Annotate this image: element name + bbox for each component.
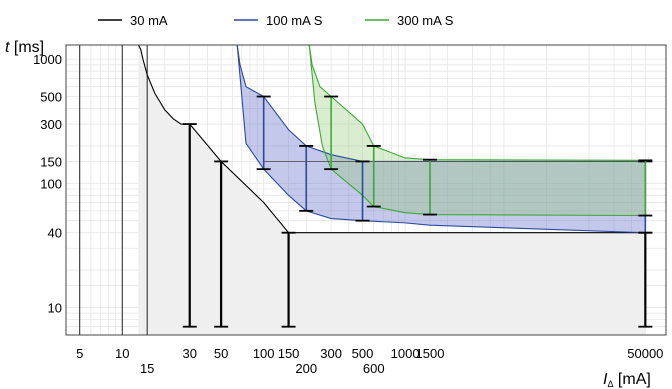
y-axis-unit: [ms] <box>9 39 44 56</box>
y-tick-labels: 1000 500 300 150 100 40 10 <box>33 52 62 315</box>
x-tick-label: 50 <box>214 346 228 361</box>
curve-300ma-s-upper <box>308 44 646 161</box>
fill-300ma-s <box>309 45 646 216</box>
y-tick-label: 40 <box>48 226 62 241</box>
legend-label-2: 100 mA S <box>266 13 323 28</box>
y-tick-label: 10 <box>48 300 62 315</box>
error-bars <box>182 95 653 328</box>
x-tick-label: 1500 <box>416 346 445 361</box>
x-tick-label: 500 <box>352 346 374 361</box>
x-tick-label: 10 <box>115 346 129 361</box>
x-tick-label: 200 <box>295 361 317 376</box>
fill-100ma-s <box>237 45 646 233</box>
legend: 30 mA 100 mA S 300 mA S <box>98 13 454 28</box>
fill-30ma <box>138 45 646 335</box>
x-axis-var: I <box>603 371 608 388</box>
x-tick-label: 50000 <box>627 346 663 361</box>
legend-label-3: 300 mA S <box>397 13 454 28</box>
x-axis-unit: [mA] <box>613 371 650 388</box>
plot-frame <box>65 44 667 336</box>
y-tick-label: 1000 <box>33 52 62 67</box>
y-tick-label: 500 <box>40 90 62 105</box>
legend-label-1: 30 mA <box>130 13 168 28</box>
y-axis-label: t [ms] <box>5 39 44 56</box>
x-tick-label: 1000 <box>391 346 420 361</box>
x-tick-label: 100 <box>253 346 275 361</box>
y-axis-var: t <box>5 39 10 56</box>
x-tick-label: 600 <box>363 361 385 376</box>
axis-labels: t [ms] IΔ [mA] <box>5 39 651 389</box>
x-tick-label: 5 <box>76 346 83 361</box>
x-tick-label: 15 <box>140 361 154 376</box>
plot-border <box>65 44 667 336</box>
curve-30ma <box>137 44 646 234</box>
y-tick-label: 150 <box>40 154 62 169</box>
x-axis-subscript: Δ <box>607 379 613 389</box>
x-tick-label: 150 <box>278 346 300 361</box>
curve-100ma-s-lower <box>236 44 646 234</box>
x-tick-label: 300 <box>320 346 342 361</box>
series-fills <box>138 45 646 335</box>
y-tick-label: 300 <box>40 117 62 132</box>
x-tick-label: 30 <box>183 346 197 361</box>
x-axis-label: IΔ [mA] <box>603 371 651 389</box>
y-tick-label: 100 <box>40 176 62 191</box>
